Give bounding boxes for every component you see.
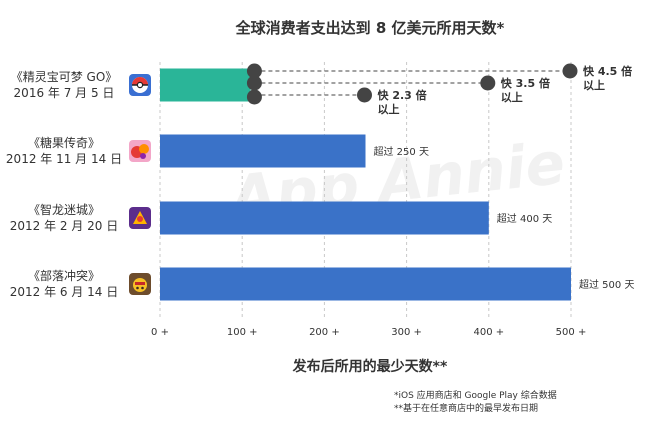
category-date: 2012 年 6 月 14 日 [10, 285, 119, 299]
callout-label-sub: 以上 [378, 102, 400, 116]
value-label: 超过 250 天 [374, 145, 429, 158]
callout-label: 快 4.5 倍 [582, 64, 632, 78]
bars [160, 68, 571, 301]
value-label: 超过 500 天 [579, 278, 634, 291]
callout-dot-start [246, 89, 262, 105]
x-ticks: 0 + 100 + 200 + 300 + 400 + 500 + [151, 327, 586, 338]
x-tick-label: 100 + [227, 327, 258, 338]
bar [160, 201, 489, 235]
category-date: 2012 年 11 月 14 日 [6, 152, 122, 166]
x-tick-label: 400 + [473, 327, 504, 338]
clash-of-clans-icon [129, 273, 151, 295]
footnote-1: *iOS 应用商店和 Google Play 综合数据 [394, 389, 557, 401]
x-tick-label: 300 + [391, 327, 422, 338]
bar [160, 267, 571, 301]
callout-label: 快 3.5 倍 [500, 76, 550, 90]
callout-dot-end [480, 75, 496, 91]
app-icons [129, 74, 151, 295]
candy-crush-icon [129, 140, 151, 162]
category-name: 《精灵宝可梦 GO》 [11, 70, 118, 84]
chart-title: 全球消费者支出达到 8 亿美元所用天数* [235, 19, 505, 37]
callout-label: 快 2.3 倍 [377, 88, 427, 102]
callout-dot-start [246, 75, 262, 91]
grid [159, 62, 572, 318]
category-labels: 《精灵宝可梦 GO》 2016 年 7 月 5 日《糖果传奇》 2012 年 11 … [6, 70, 122, 299]
callout-label-sub: 以上 [583, 78, 605, 92]
category-date: 2016 年 7 月 5 日 [14, 86, 115, 100]
value-label: 超过 400 天 [497, 212, 552, 225]
category-name: 《部落冲突》 [28, 268, 100, 283]
callout-dot-start [246, 63, 262, 79]
category-date: 2012 年 2 月 20 日 [10, 219, 119, 233]
x-tick-label: 200 + [309, 327, 340, 338]
bar [160, 134, 366, 168]
value-labels: 超过 250 天超过 400 天超过 500 天 [374, 145, 635, 291]
x-tick-label: 0 + [151, 327, 169, 338]
callout-label-sub: 以上 [501, 90, 523, 104]
category-name: 《智龙迷城》 [28, 202, 100, 217]
x-tick-label: 500 + [556, 327, 587, 338]
bar [160, 68, 251, 102]
puzzle-dragons-icon [129, 207, 151, 229]
pokemon-go-icon [129, 74, 151, 96]
category-name: 《糖果传奇》 [28, 135, 100, 150]
callout-dot-end [562, 63, 578, 79]
callout-dot-end [357, 87, 372, 103]
x-axis-label: 发布后所用的最少天数** [292, 358, 448, 375]
footnote-2: **基于在任意商店中的最早发布日期 [394, 402, 538, 414]
